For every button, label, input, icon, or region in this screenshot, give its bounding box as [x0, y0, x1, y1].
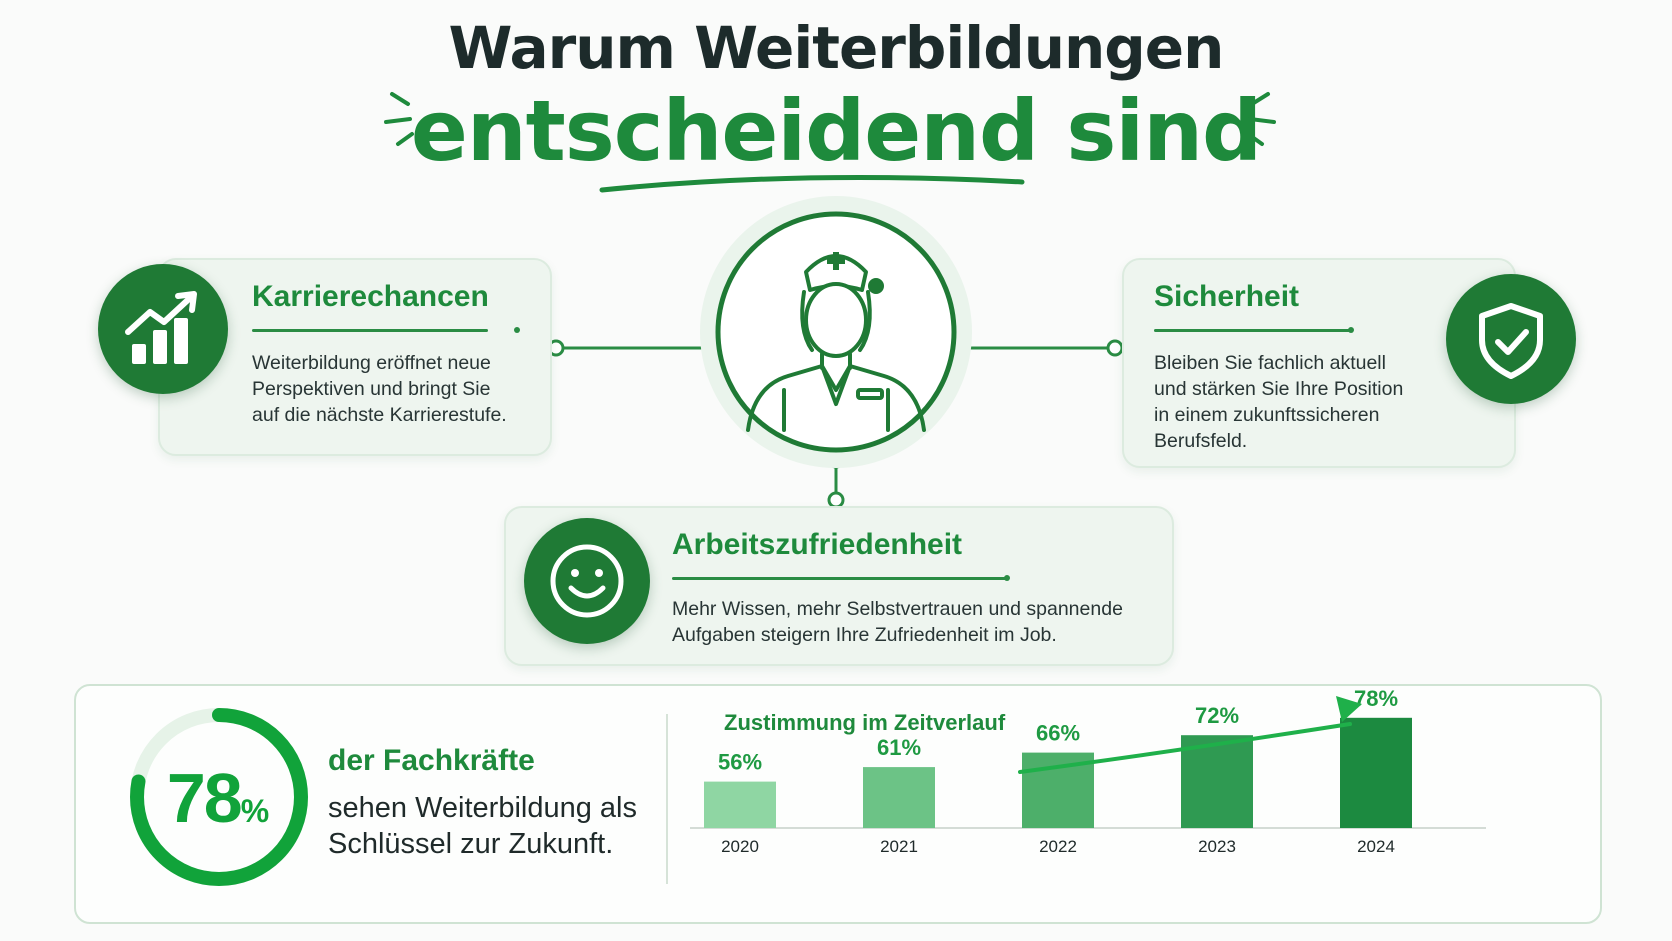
spark-line: [390, 92, 410, 106]
security-underline-dot: [1348, 327, 1354, 333]
career-underline: [252, 329, 488, 332]
career-text-line: auf die nächste Karrierestufe.: [252, 404, 507, 426]
career-underline-dot: [514, 327, 520, 333]
satisfaction-underline-dot: [1004, 575, 1010, 581]
spark-line: [384, 117, 412, 124]
stats-divider: [666, 714, 668, 884]
career-text-line: Perspektiven und bringt Sie: [252, 378, 491, 400]
big-percentage-symbol: %: [240, 793, 270, 829]
bar-value-label: 61%: [877, 735, 921, 760]
x-tick-label: 2020: [721, 837, 759, 856]
percentage-ring: [130, 708, 308, 886]
satisfaction-text-line: Aufgaben steigern Ihre Zufriedenheit im …: [672, 624, 1057, 646]
security-text-line: und stärken Sie Ihre Position: [1154, 378, 1404, 400]
satisfaction-text: Mehr Wissen, mehr Selbstvertrauen und sp…: [672, 596, 1123, 648]
satisfaction-underline: [672, 577, 1006, 580]
bar-2024: [1340, 717, 1412, 828]
spark-line: [1246, 132, 1264, 146]
career-text-line: Weiterbildung eröffnet neue: [252, 352, 491, 374]
bar-2021: [863, 767, 935, 828]
stat-description: sehen Weiterbildung als Schlüssel zur Zu…: [328, 790, 637, 862]
bar-value-label: 78%: [1354, 690, 1398, 711]
ring-progress: [130, 708, 308, 886]
bar-value-label: 72%: [1195, 703, 1239, 728]
x-tick-label: 2023: [1198, 837, 1236, 856]
career-text: Weiterbildung eröffnet neue Perspektiven…: [252, 350, 507, 428]
nurse-icon: [746, 252, 926, 432]
security-text-line: Bleiben Sie fachlich aktuell: [1154, 352, 1386, 374]
bar-2023: [1181, 735, 1253, 828]
spark-line: [1250, 92, 1270, 106]
x-tick-label: 2021: [880, 837, 918, 856]
security-underline: [1154, 329, 1350, 332]
big-percentage-number: 78: [166, 759, 243, 837]
security-text: Bleiben Sie fachlich aktuell und stärken…: [1154, 350, 1403, 454]
security-text-line: Berufsfeld.: [1154, 430, 1248, 452]
big-percentage: 78%: [148, 758, 288, 838]
page-subtitle: entscheidend sind: [410, 82, 1262, 180]
trend-arrow-head: [1336, 696, 1362, 722]
career-title: Karrierechancen: [252, 280, 489, 313]
bar-chart: 56% 2020 61% 2021 66% 2022 72% 2023 78% 2024: [690, 690, 1486, 856]
spark-line: [396, 132, 414, 146]
x-tick-label: 2022: [1039, 837, 1077, 856]
career-icon-circle: [98, 264, 228, 394]
satisfaction-text-line: Mehr Wissen, mehr Selbstvertrauen und sp…: [672, 598, 1123, 620]
satisfaction-title: Arbeitszufriedenheit: [672, 528, 963, 561]
stat-description-line: sehen Weiterbildung als: [328, 792, 637, 824]
security-icon-circle: [1446, 274, 1576, 404]
bar-value-label: 56%: [718, 750, 762, 775]
bar-chart-growth-icon: [125, 291, 197, 364]
x-tick-label: 2024: [1357, 837, 1395, 856]
smiley-icon: [550, 544, 624, 618]
bar-value-label: 66%: [1036, 721, 1080, 746]
spark-line: [1248, 117, 1276, 124]
chart-title: Zustimmung im Zeitverlauf: [724, 710, 1006, 735]
trend-arrow-line: [1018, 722, 1352, 774]
title-swoosh: [599, 175, 1025, 193]
stat-description-line: Schlüssel zur Zukunft.: [328, 828, 614, 860]
security-text-line: in einem zukunftssicheren: [1154, 404, 1380, 426]
satisfaction-icon-circle: [524, 518, 650, 644]
security-title: Sicherheit: [1154, 280, 1300, 313]
title-decoration: [384, 92, 1276, 193]
card-career: [158, 258, 552, 456]
bar-2020: [704, 781, 776, 828]
shield-check-icon: [1479, 303, 1543, 379]
page-title: Warum Weiterbildungen: [448, 14, 1225, 82]
nurse-medallion: [700, 196, 972, 468]
stat-headline: der Fachkräfte: [328, 744, 535, 777]
